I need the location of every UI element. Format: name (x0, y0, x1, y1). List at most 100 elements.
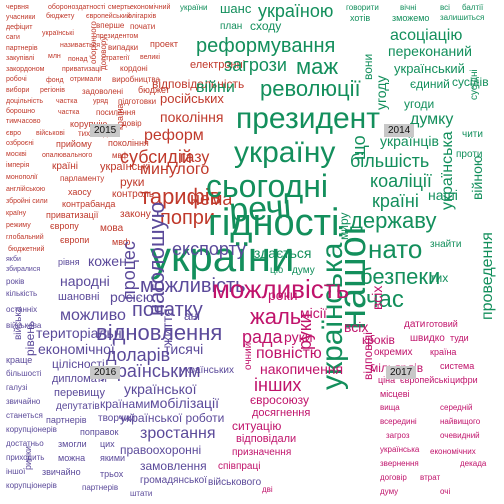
word: частка (58, 109, 80, 116)
word: місії (300, 305, 327, 321)
word: тих (78, 129, 91, 138)
word: поправок (80, 427, 119, 437)
word: цих (100, 439, 115, 449)
word: обороноздатності (48, 4, 106, 11)
word: ані (184, 309, 200, 323)
word: територіальні (36, 325, 125, 341)
word: української (124, 381, 197, 397)
word: штати (130, 489, 153, 498)
word: країні (52, 161, 79, 172)
word: реформ (144, 127, 204, 144)
word: всі (440, 3, 450, 12)
word: проект (150, 39, 179, 49)
word: частка (56, 98, 78, 105)
word: приватизації (62, 66, 103, 73)
word: маж (296, 54, 339, 79)
word: накопичення (260, 361, 344, 377)
word: вперше (96, 21, 125, 30)
word: середній (440, 403, 473, 412)
word: хотів (350, 13, 371, 23)
word: цифри (450, 375, 478, 385)
word: договір (380, 473, 407, 482)
word: залишиться (440, 13, 485, 22)
word: відновлення (96, 320, 223, 345)
word: російських (160, 91, 224, 106)
word: звичайно (6, 397, 41, 406)
word: військова (6, 321, 42, 330)
word: електронні (190, 59, 246, 71)
word: уряд (93, 98, 109, 105)
word: рівень (23, 320, 37, 356)
word: вища (380, 403, 400, 412)
word: балтії (462, 3, 484, 12)
word: режиму (6, 222, 31, 229)
word: країні (372, 191, 419, 211)
word: приватизації (46, 210, 99, 220)
word: корупціонерів (6, 425, 57, 434)
word: очний (243, 342, 254, 370)
word: мвф (112, 237, 131, 247)
word: понад (68, 56, 88, 63)
year-label-2014: 2014 (384, 124, 415, 137)
word: кількість (6, 289, 38, 298)
word: український (394, 61, 465, 76)
word: думку (410, 111, 454, 128)
word: отримали (70, 76, 102, 83)
word: повністю (256, 345, 322, 362)
word: швидко (410, 333, 445, 344)
word: ситуацію (232, 419, 282, 433)
word: коаліції (370, 171, 432, 191)
word: президент (236, 102, 380, 135)
word: депутатів (56, 401, 100, 412)
word: регіонів (40, 87, 65, 94)
word: правоохоронні (120, 443, 202, 457)
word: призначення (232, 447, 292, 458)
word: роки (268, 287, 298, 303)
word: українських (180, 365, 234, 376)
word: опалювального (42, 152, 93, 159)
word: україни (180, 3, 208, 12)
word: кроків (362, 333, 395, 347)
word: думу (292, 265, 315, 276)
word: контрабанда (62, 199, 116, 209)
word: відповідали (236, 433, 297, 445)
word: якими (100, 453, 126, 463)
word: процес (119, 241, 139, 300)
word: імперія (6, 162, 30, 169)
word: знайти (430, 239, 462, 250)
word: угоду (373, 75, 389, 110)
word: зможемо (392, 13, 430, 23)
word: договору (99, 36, 108, 70)
word: зростання (140, 425, 216, 442)
word: всіх (369, 285, 385, 310)
word: вибори (6, 87, 30, 94)
word: замовлення (140, 459, 207, 473)
word: прийому (56, 139, 92, 149)
word: можливість (140, 275, 246, 297)
word: змогли (58, 439, 87, 449)
word: доцільність (6, 98, 44, 105)
word: оборонного (89, 21, 98, 64)
year-label-2015: 2015 (90, 124, 121, 137)
word: років (6, 277, 25, 286)
word: шановні (58, 291, 100, 303)
word: українська (380, 445, 420, 454)
word: корупцію (70, 119, 108, 129)
word: інших (254, 375, 302, 395)
word: євро (6, 130, 22, 137)
word: проти (456, 149, 483, 160)
word: звичайно (42, 467, 81, 477)
word: експорту (172, 239, 246, 259)
word: громадянської (140, 475, 208, 486)
word: економічних (430, 447, 476, 456)
word: війська (13, 306, 24, 341)
word: саги (6, 34, 20, 41)
year-label-2017: 2017 (386, 366, 417, 379)
word: виробництва (112, 75, 160, 84)
word: революції (260, 76, 361, 101)
word: тимчасово (6, 118, 41, 125)
word: посилення (96, 108, 136, 117)
word: всередині (380, 417, 417, 426)
word: краще (6, 355, 33, 365)
word: загрози (224, 55, 287, 75)
